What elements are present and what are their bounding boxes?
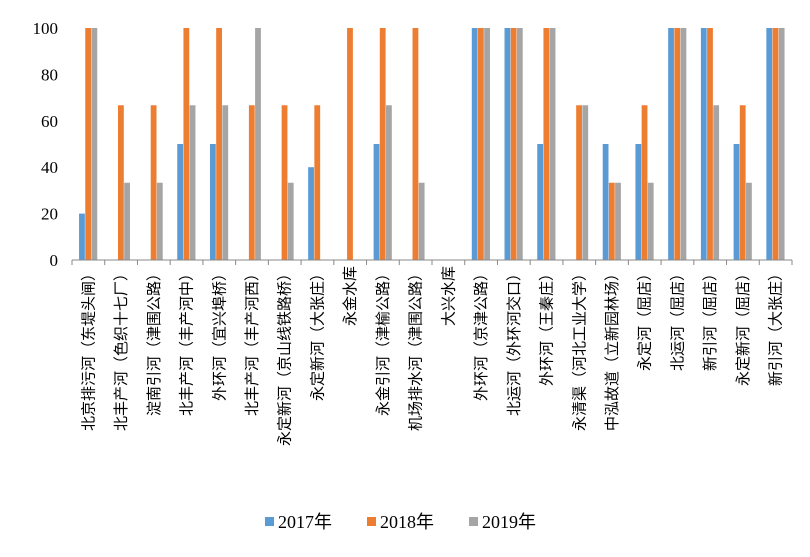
bar-2 xyxy=(412,28,419,260)
y-axis: 0 20 40 60 80 100 xyxy=(33,19,59,270)
bar-2 xyxy=(183,28,190,260)
bar-3 xyxy=(124,182,130,260)
bar-1 xyxy=(733,144,740,260)
bars xyxy=(79,28,785,260)
bar-2 xyxy=(674,28,681,260)
legend-swatch xyxy=(265,517,274,526)
bar-3 xyxy=(287,182,294,260)
bar-2 xyxy=(576,105,582,260)
bar-1 xyxy=(308,167,314,260)
bar-1 xyxy=(635,144,642,260)
bar-3 xyxy=(189,105,196,260)
bar-2 xyxy=(379,28,386,260)
y-tick-label: 80 xyxy=(41,65,58,84)
y-tick-label: 0 xyxy=(50,251,59,270)
bar-2 xyxy=(117,105,124,260)
bar-2 xyxy=(314,105,321,260)
bar-2 xyxy=(477,28,484,260)
bar-2 xyxy=(150,105,157,260)
bar-2 xyxy=(281,105,288,260)
bar-1 xyxy=(602,144,609,260)
bar-1 xyxy=(766,28,773,260)
bar-3 xyxy=(418,182,425,260)
legend-label: 2017年 xyxy=(278,512,332,532)
category-label: 北丰产河（丰产河中） xyxy=(178,266,196,416)
bar-2 xyxy=(216,28,222,260)
bar-2 xyxy=(739,105,746,260)
bar-1 xyxy=(209,144,216,260)
y-tick-label: 60 xyxy=(41,112,58,131)
category-label: 淀南引河（津围公路） xyxy=(145,266,163,416)
legend: 2017年 2018年 2019年 xyxy=(265,512,536,532)
bar-2 xyxy=(85,28,92,260)
category-label: 北运河（屈店） xyxy=(668,266,686,371)
category-label: 北丰产河（色织十七厂） xyxy=(112,266,130,431)
bar-2 xyxy=(347,28,353,260)
category-label: 永金水库 xyxy=(341,266,359,326)
category-label: 永定新河（京山线铁路桥） xyxy=(276,266,294,446)
bar-2 xyxy=(641,105,648,260)
bar-2 xyxy=(248,105,255,260)
bar-1 xyxy=(471,28,478,260)
category-label: 中泓故道（立新园林场） xyxy=(603,266,621,431)
category-label: 北京排污河（东堤头闸） xyxy=(79,266,97,431)
category-label: 机场排水河（津围公路） xyxy=(407,266,425,431)
y-tick-label: 40 xyxy=(41,158,58,177)
bar-3 xyxy=(713,105,720,260)
bar-2 xyxy=(543,28,550,260)
bar-3 xyxy=(615,182,621,260)
bar-2 xyxy=(510,28,517,260)
bar-1 xyxy=(504,28,511,260)
bar-3 xyxy=(778,28,785,260)
bar-3 xyxy=(582,105,589,260)
bar-3 xyxy=(484,28,490,260)
y-tick-label: 20 xyxy=(41,205,58,224)
bar-1 xyxy=(668,28,674,260)
bar-3 xyxy=(156,182,163,260)
category-label: 北丰产河（丰产河西） xyxy=(243,266,261,416)
x-axis: 北京排污河（东堤头闸） 北丰产河（色织十七厂） 淀南引河（津围公路） 北丰产河（丰产河… xyxy=(71,259,793,446)
category-label: 外环河（王秦庄） xyxy=(538,266,556,386)
bar-1 xyxy=(373,144,380,260)
category-label: 新引河（屈店） xyxy=(701,266,719,371)
y-tick-label: 100 xyxy=(33,19,59,38)
bar-3 xyxy=(255,28,261,260)
bar-1 xyxy=(537,144,544,260)
category-label: 永金引河（津榆公路） xyxy=(374,266,392,416)
bar-1 xyxy=(79,213,85,260)
category-label: 永定新河（大张庄） xyxy=(308,266,326,401)
category-label: 外环河（宜兴埠桥） xyxy=(210,266,228,401)
category-label: 北运河（外环河交口） xyxy=(505,266,523,416)
category-label: 永定河（屈店） xyxy=(636,266,654,371)
bar-2 xyxy=(608,182,615,260)
bar-3 xyxy=(516,28,523,260)
bar-3 xyxy=(549,28,556,260)
category-label: 新引河（大张庄） xyxy=(767,266,785,386)
bar-2 xyxy=(772,28,779,260)
bar-3 xyxy=(647,182,654,260)
bar-3 xyxy=(746,182,752,260)
category-label: 永清渠（河北工业大学） xyxy=(570,266,588,431)
bar-3 xyxy=(91,28,98,260)
bar-3 xyxy=(386,105,392,260)
legend-swatch xyxy=(469,517,478,526)
bar-3 xyxy=(680,28,687,260)
legend-label: 2018年 xyxy=(380,512,434,532)
bar-1 xyxy=(177,144,184,260)
bar-1 xyxy=(700,28,707,260)
legend-label: 2019年 xyxy=(482,512,536,532)
category-label: 外环河（京津公路） xyxy=(472,266,490,401)
bar-3 xyxy=(222,105,229,260)
bar-2 xyxy=(707,28,713,260)
category-label: 大兴水库 xyxy=(439,266,457,326)
category-label: 永定新河（屈店） xyxy=(734,266,752,386)
legend-swatch xyxy=(367,517,376,526)
